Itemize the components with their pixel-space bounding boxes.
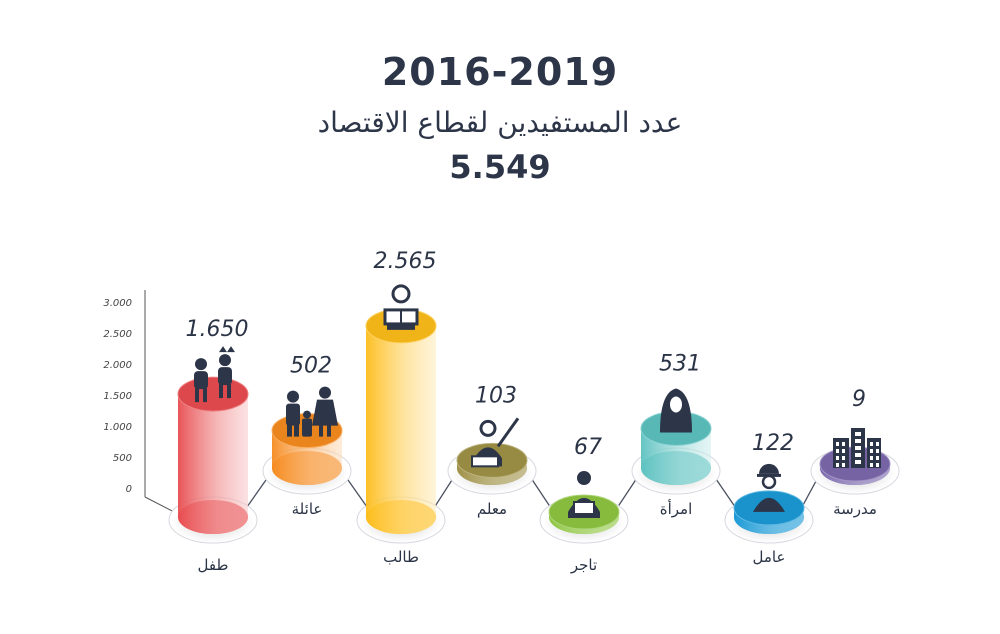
family-icon [286, 386, 338, 437]
chart-title: 2016-2019 [381, 50, 619, 94]
bar-2: 502 عائلة [262, 354, 352, 518]
category-label: عامل [753, 548, 786, 566]
y-tick-label: 0 [126, 484, 132, 495]
total-count: 5.549 [449, 148, 551, 186]
children-icon [194, 346, 235, 403]
data-label: 1.650 [186, 317, 249, 342]
teacher-icon [471, 417, 520, 468]
chart-subtitle: عدد المستفيدين لقطاع الاقتصاد [317, 106, 683, 139]
bar-1: 1.650 طفل [168, 317, 258, 574]
category-label: تاجر [570, 556, 597, 574]
bar-5: 67 تاجر [539, 435, 629, 574]
worker-icon [753, 463, 785, 512]
category-label: امرأة [660, 499, 693, 518]
data-label: 103 [475, 383, 517, 408]
y-tick-label: 1.000 [103, 422, 132, 433]
data-label: 502 [290, 354, 332, 379]
school-icon [833, 428, 881, 468]
woman-icon [660, 388, 692, 433]
category-label: طالب [383, 548, 419, 566]
bar-8: 9 مدرسة [810, 387, 900, 518]
bar-4: 103 معلم [447, 383, 537, 518]
student-icon [383, 284, 419, 330]
bar-3: 2.565 طالب [356, 249, 446, 566]
data-label: 2.565 [374, 249, 437, 274]
bar-body [366, 325, 436, 534]
y-tick-label: 500 [113, 453, 132, 464]
category-label: طفل [198, 556, 229, 574]
data-label: 9 [852, 387, 866, 412]
data-label: 122 [752, 431, 794, 456]
bar-top [177, 376, 249, 412]
category-label: عائلة [292, 500, 323, 518]
bar-body [178, 394, 248, 534]
y-tick-label: 2.000 [103, 360, 132, 371]
data-label: 67 [574, 435, 602, 460]
y-tick-label: 2.500 [103, 329, 132, 340]
merchant-icon [568, 471, 600, 519]
data-label: 531 [659, 351, 701, 376]
category-label: معلم [477, 500, 507, 518]
bar-7: 122 عامل [724, 431, 814, 566]
bar-6: 531 امرأة [631, 351, 721, 518]
y-tick-label: 3.000 [103, 298, 132, 309]
y-tick-label: 1.500 [103, 391, 132, 402]
category-label: مدرسة [833, 500, 877, 518]
